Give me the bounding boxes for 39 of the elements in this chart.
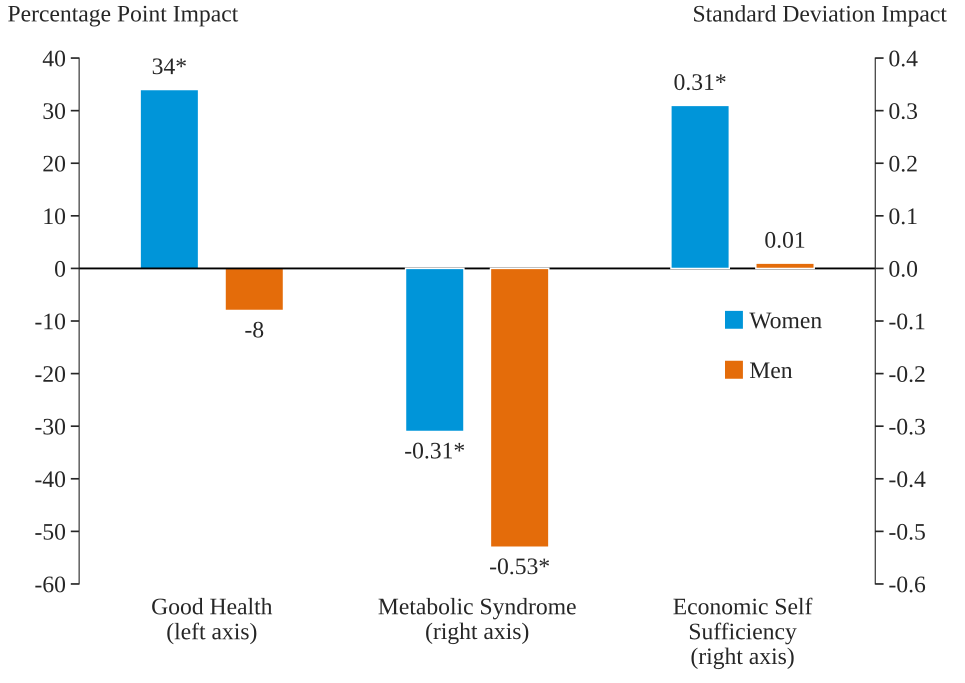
y-tick-label: -20: [35, 366, 66, 382]
y-tick-label: -40: [35, 471, 66, 488]
legend-label: Men: [750, 362, 792, 378]
y-tick-label: -60: [35, 576, 66, 592]
legend-label: Women: [749, 312, 822, 328]
data-label: 0.01: [765, 232, 804, 248]
y2-axis-title: Standard Deviation Impact: [694, 5, 947, 26]
bar: [404, 268, 465, 432]
y-tick-label: 30: [43, 103, 66, 120]
data-label: -8: [245, 322, 264, 338]
y-axis-title: Percentage Point Impact: [8, 6, 238, 26]
data-label: -0.53*: [490, 558, 550, 574]
y-tick-label: 0: [55, 260, 66, 277]
bar: [755, 262, 815, 270]
y2-tick-label: -0.5: [889, 524, 925, 540]
y2-tick-label: -0.1: [889, 314, 924, 330]
x-tick-label: Metabolic Syndrome (right axis): [378, 598, 576, 644]
bar: [490, 268, 550, 548]
y2-tick-label: 0.4: [889, 50, 918, 67]
y2-tick-label: -0.2: [889, 366, 925, 382]
data-label: 0.31*: [674, 74, 726, 90]
y-tick-label: 10: [44, 208, 66, 224]
x-tick-label: Good Health (left axis): [152, 598, 272, 644]
y2-tick-label: 0.3: [889, 103, 918, 120]
y2-tick-label: -0.4: [889, 471, 926, 488]
y-tick-label: -10: [35, 314, 66, 330]
x-tick-label: Economic Self Sufficiency (right axis): [673, 598, 812, 670]
y2-tick-label: -0.3: [889, 418, 925, 435]
y2-tick-label: 0.1: [889, 208, 917, 224]
bar: [670, 104, 730, 270]
y-tick-label: -30: [35, 418, 66, 435]
y2-tick-label: 0.2: [889, 156, 917, 172]
y2-tick-label: -0.6: [889, 576, 926, 592]
y-tick-label: 40: [42, 50, 66, 66]
data-label: -0.31*: [405, 442, 464, 459]
y-tick-label: 20: [43, 156, 66, 172]
data-label: 34*: [152, 58, 186, 74]
y-tick-label: -50: [35, 524, 66, 540]
y2-tick-label: 0.0: [889, 260, 918, 277]
